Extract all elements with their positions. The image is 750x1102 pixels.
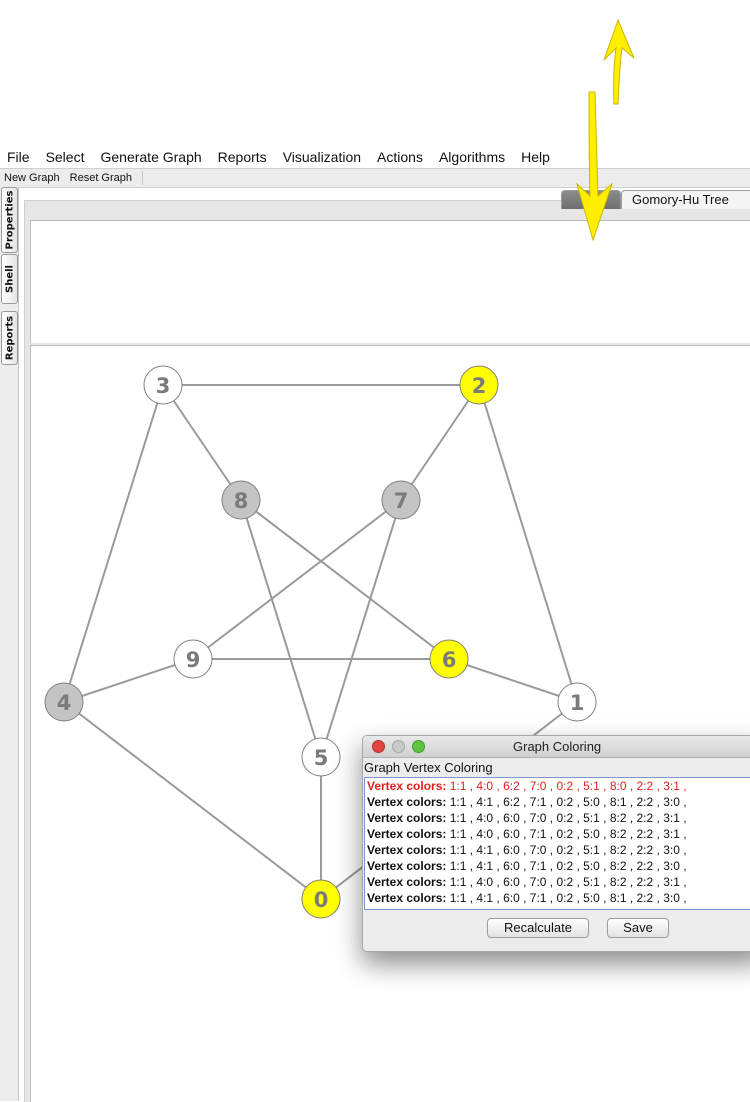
graph-vertex[interactable]: 2 [459,365,499,405]
toolbar: New Graph Reset Graph [0,168,750,188]
graph-edge[interactable] [240,499,322,758]
row-prefix: Vertex colors: [367,859,447,873]
vertex-circle [143,365,183,405]
menu-visualization[interactable]: Visualization [282,149,362,165]
result-row[interactable]: Vertex colors: 1:1 , 4:0 , 6:0 , 7:1 , 0… [365,826,750,842]
result-row[interactable]: Vertex colors: 1:1 , 4:0 , 6:0 , 7:0 , 0… [365,874,750,890]
vertex-circle [173,639,213,679]
row-values: 1:1 , 4:0 , 6:0 , 7:1 , 0:2 , 5:0 , 8:2 … [449,827,687,841]
coloring-results-list[interactable]: Vertex colors: 1:1 , 4:0 , 6:2 , 7:0 , 0… [364,777,750,910]
vertex-label: 9 [186,648,201,672]
graph-vertex[interactable]: 7 [381,480,421,520]
vertex-label: 6 [442,648,457,672]
menu-help[interactable]: Help [521,149,550,165]
result-row[interactable]: Vertex colors: 1:1 , 4:1 , 6:2 , 7:1 , 0… [365,794,750,810]
graph-edge[interactable] [478,384,578,703]
menu-bar: File Select Generate Graph Reports Visua… [0,146,750,168]
result-row[interactable]: Vertex colors: 1:1 , 4:1 , 6:0 , 7:1 , 0… [365,890,750,906]
vertex-label: 3 [156,374,171,398]
row-prefix: Vertex colors: [367,827,447,841]
vertex-circle [557,682,597,722]
top-pane [30,220,750,343]
tab-gomory-hu-tree[interactable]: Gomory-Hu Tree [621,190,750,209]
menu-actions[interactable]: Actions [377,149,423,165]
recalculate-button[interactable]: Recalculate [487,918,589,938]
vertex-circle [381,480,421,520]
reset-graph-button[interactable]: Reset Graph [69,172,133,184]
menu-select[interactable]: Select [45,149,85,165]
graph-edge[interactable] [192,499,402,660]
vertex-circle [44,682,84,722]
close-icon[interactable] [372,740,385,753]
dialog-button-row: Recalculate Save [363,918,750,938]
graph-edge[interactable] [63,384,164,703]
row-values: 1:1 , 4:0 , 6:2 , 7:0 , 0:2 , 5:1 , 8:0 … [449,779,687,793]
vertex-label: 8 [234,489,249,513]
row-prefix: Vertex colors: [367,875,447,889]
result-row[interactable]: Vertex colors: 1:1 , 4:1 , 6:0 , 7:1 , 0… [365,858,750,874]
graph-edge[interactable] [162,384,242,501]
new-graph-button[interactable]: New Graph [4,172,60,184]
result-row[interactable]: Vertex colors: 1:1 , 4:0 , 6:2 , 7:0 , 0… [365,778,750,794]
tab-shell[interactable]: Shell [1,254,18,304]
graph-coloring-dialog: Graph Coloring Graph Vertex Coloring Ver… [362,735,750,952]
graph-edge[interactable] [448,658,578,703]
menu-algorithms[interactable]: Algorithms [438,149,506,165]
row-values: 1:1 , 4:0 , 6:0 , 7:0 , 0:2 , 5:1 , 8:2 … [449,875,687,889]
minimize-icon[interactable] [392,740,405,753]
dialog-header: Graph Vertex Coloring [364,760,493,775]
menu-reports[interactable]: Reports [217,149,267,165]
graph-vertex[interactable]: 8 [221,480,261,520]
vertex-circle [301,879,341,919]
vertex-circle [301,737,341,777]
graph-vertex[interactable]: 5 [301,737,341,777]
graph-edge[interactable] [63,701,322,900]
maximize-icon[interactable] [412,740,425,753]
vertex-circle [429,639,469,679]
graph-vertex[interactable]: 1 [557,682,597,722]
graph-vertex[interactable]: 6 [429,639,469,679]
vertex-label: 4 [57,691,72,715]
vertex-circle [459,365,499,405]
vertex-circle [221,480,261,520]
tab-properties[interactable]: Properties [1,187,18,253]
graph-edge[interactable] [240,499,450,660]
graph-edge[interactable] [320,499,402,758]
graph-edge[interactable] [400,384,480,501]
dialog-title: Graph Coloring [513,739,602,754]
row-prefix: Vertex colors: [367,779,447,793]
menu-generate-graph[interactable]: Generate Graph [100,149,202,165]
vertex-label: 0 [314,888,329,912]
result-row[interactable]: Vertex colors: 1:1 , 4:0 , 6:0 , 7:0 , 0… [365,810,750,826]
graph-edge[interactable] [63,658,194,703]
row-prefix: Vertex colors: [367,891,447,905]
side-tab-bar: Properties Shell Reports [0,187,19,1101]
row-prefix: Vertex colors: [367,811,447,825]
vertex-label: 2 [472,374,487,398]
row-prefix: Vertex colors: [367,795,447,809]
vertex-label: 1 [570,691,585,715]
graph-vertex[interactable]: 4 [44,682,84,722]
graph-canvas[interactable] [30,345,750,1102]
save-button[interactable]: Save [607,918,669,938]
result-row[interactable]: Vertex colors: 1:1 , 4:1 , 6:0 , 7:0 , 0… [365,842,750,858]
menu-file[interactable]: File [7,149,30,165]
vertex-label: 7 [394,489,409,513]
row-prefix: Vertex colors: [367,843,447,857]
row-values: 1:1 , 4:0 , 6:0 , 7:0 , 0:2 , 5:1 , 8:2 … [449,811,687,825]
row-values: 1:1 , 4:1 , 6:0 , 7:1 , 0:2 , 5:0 , 8:2 … [449,859,687,873]
tab-reports[interactable]: Reports [1,311,18,365]
row-values: 1:1 , 4:1 , 6:0 , 7:1 , 0:2 , 5:0 , 8:1 … [449,891,687,905]
toolbar-divider [142,171,144,185]
vertex-label: 5 [314,746,329,770]
graph-vertex[interactable]: 9 [173,639,213,679]
row-values: 1:1 , 4:1 , 6:2 , 7:1 , 0:2 , 5:0 , 8:1 … [449,795,687,809]
graph-vertex[interactable]: 0 [301,879,341,919]
dialog-titlebar[interactable]: Graph Coloring [363,736,750,758]
graph-vertex[interactable]: 3 [143,365,183,405]
row-values: 1:1 , 4:1 , 6:0 , 7:0 , 0:2 , 5:1 , 8:2 … [449,843,687,857]
